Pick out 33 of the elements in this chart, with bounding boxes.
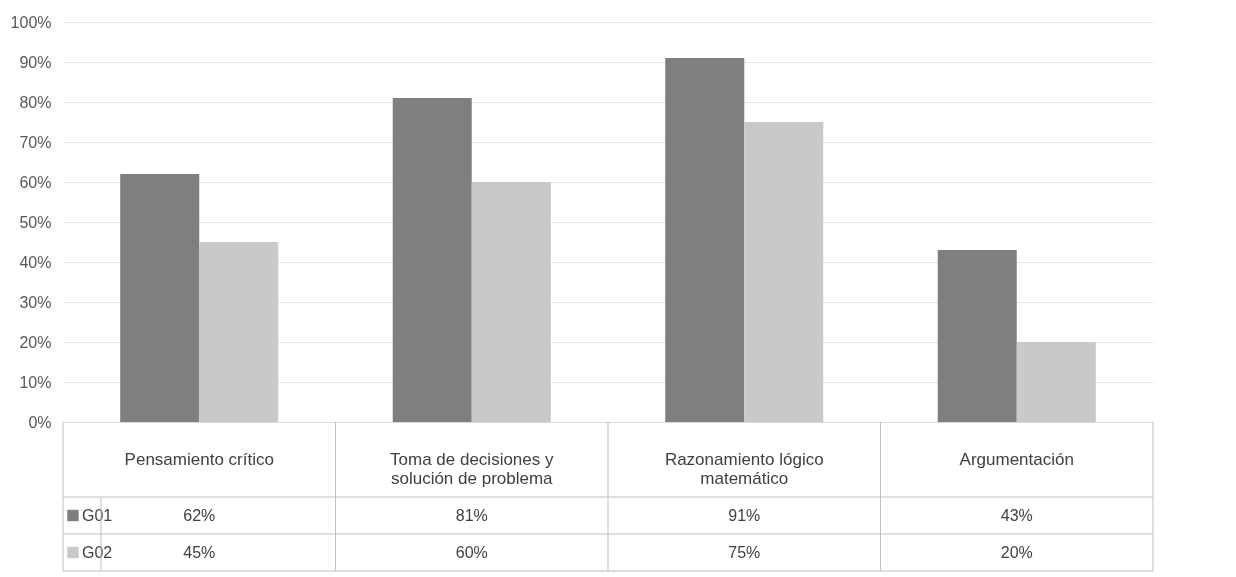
y-tick-label: 80% (19, 93, 52, 111)
y-tick-label: 40% (19, 253, 52, 271)
data-label: 62% (183, 506, 216, 524)
y-tick-label: 60% (19, 173, 52, 191)
bar (665, 58, 745, 422)
bar (392, 98, 472, 422)
y-tick-label: 20% (19, 333, 52, 351)
y-tick-label: 70% (19, 133, 52, 151)
y-tick-label: 50% (19, 213, 52, 231)
x-tick-label: Argumentación (959, 449, 1074, 469)
data-label: 60% (455, 543, 488, 561)
data-label: 75% (728, 543, 761, 561)
bar (471, 182, 551, 422)
bar (744, 122, 824, 422)
data-label: 20% (1000, 543, 1033, 561)
y-tick-label: 100% (10, 13, 52, 31)
x-tick-label: Pensamiento crítico (124, 449, 274, 469)
x-tick-label: Razonamiento lógico matemático (664, 449, 824, 488)
bar (937, 250, 1017, 422)
bar (199, 242, 279, 422)
data-label: 45% (183, 543, 216, 561)
legend-label: G01 (82, 506, 113, 524)
y-tick-label: 0% (28, 413, 52, 431)
legend-label: G02 (82, 543, 113, 561)
data-label: 91% (728, 506, 761, 524)
y-tick-label: 30% (19, 293, 52, 311)
bar (120, 174, 200, 422)
bar (1016, 342, 1096, 422)
y-tick-label: 10% (19, 373, 52, 391)
y-tick-label: 90% (19, 53, 52, 71)
x-tick-label: Toma de decisiones y solución de problema (390, 449, 554, 488)
data-label: 43% (1000, 506, 1033, 524)
data-label: 81% (455, 506, 488, 524)
